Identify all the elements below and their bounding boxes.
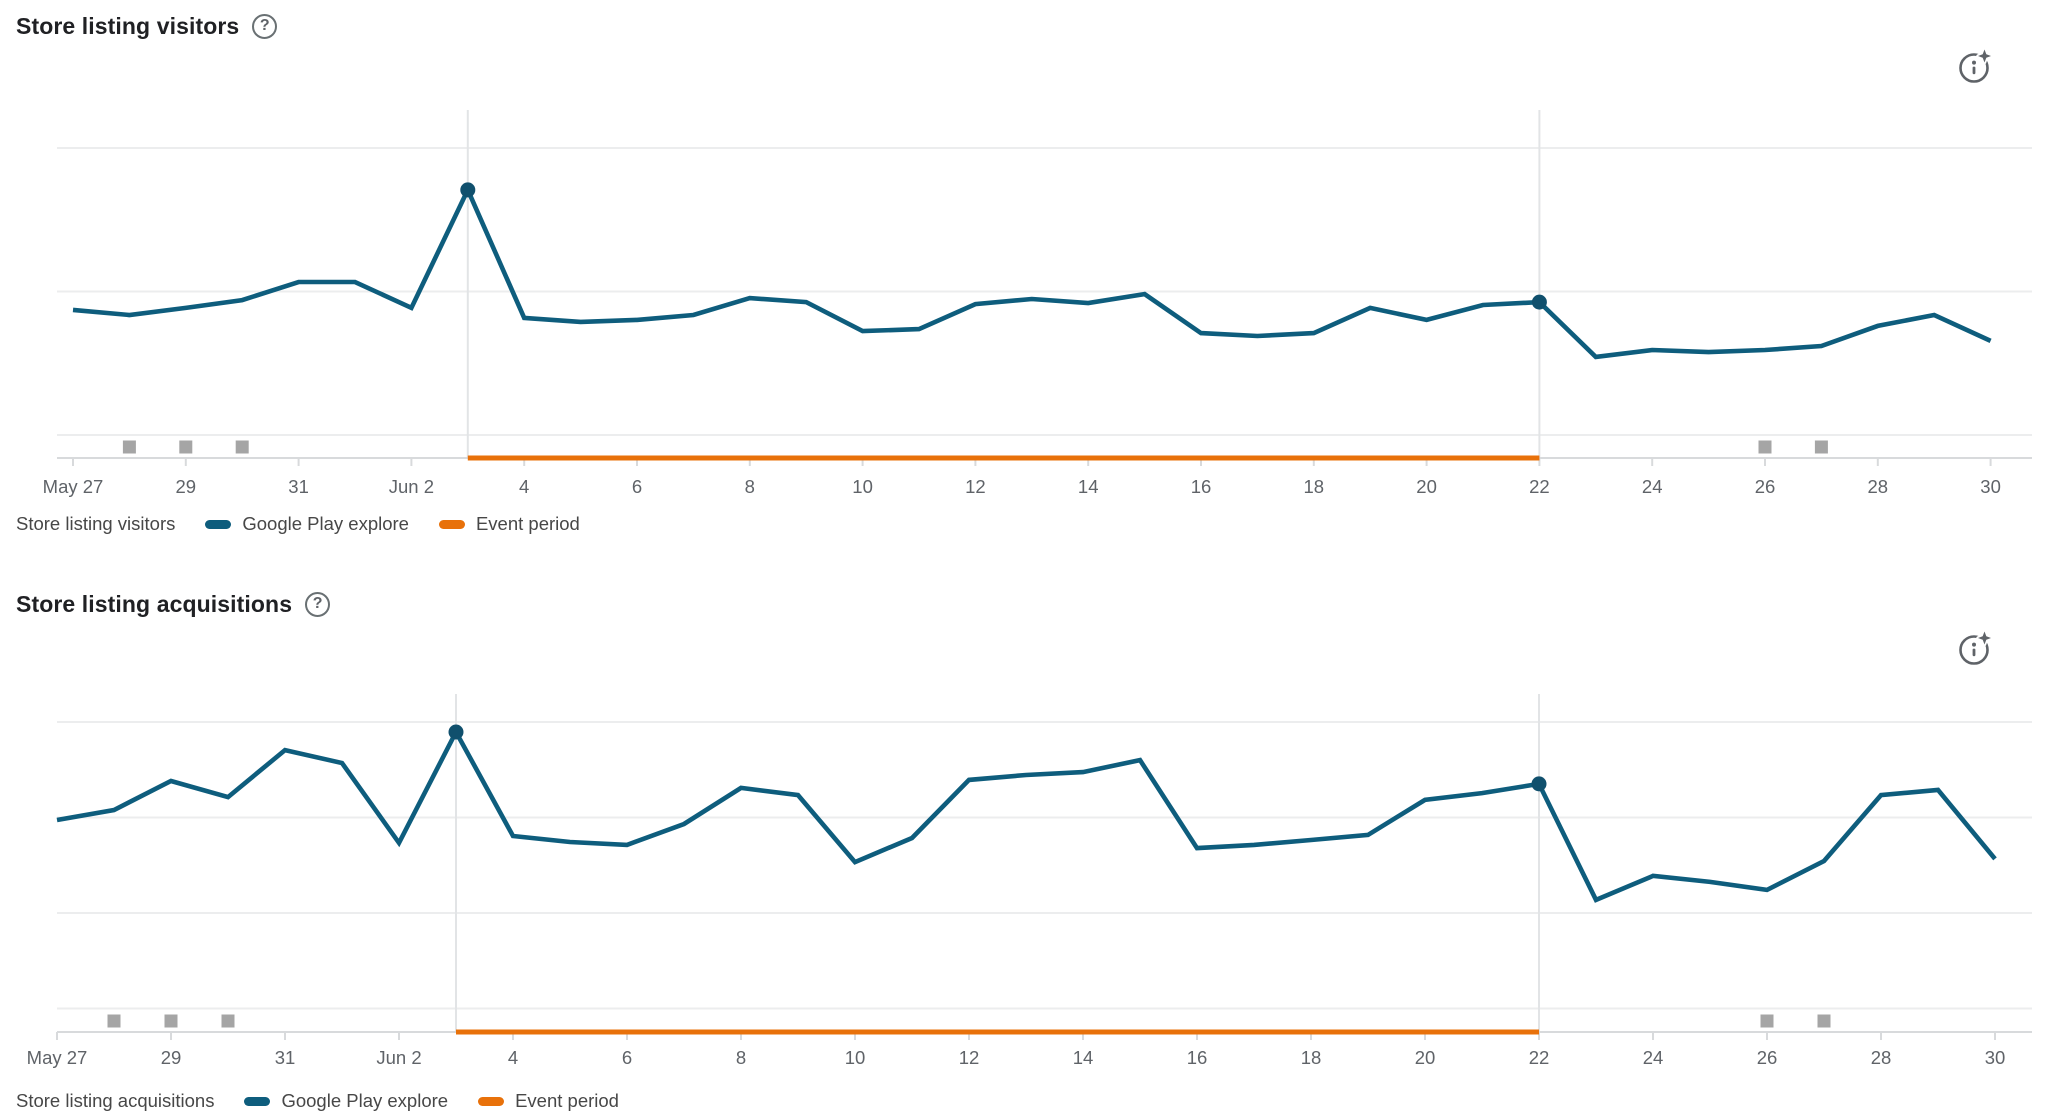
x-axis-tick-label: May 27 bbox=[43, 476, 104, 497]
x-axis-tick-label: 31 bbox=[288, 476, 309, 497]
visitors-chart-canvas[interactable]: May 27 29 31 Jun 2 4 6 8 10 12 14 16 18 20 22 24 26 28 30 bbox=[0, 100, 2048, 500]
x-axis-tick-label: 8 bbox=[736, 1047, 746, 1068]
insights-icon bbox=[1959, 629, 1993, 665]
legend-series-name: Store listing acquisitions bbox=[16, 1090, 215, 1111]
data-point-marker[interactable] bbox=[1531, 776, 1547, 792]
data-point-marker[interactable] bbox=[448, 724, 464, 740]
help-icon[interactable] bbox=[252, 13, 278, 39]
x-axis-tick-label: 18 bbox=[1301, 1047, 1322, 1068]
acquisitions-chart-title: Store listing acquisitions bbox=[16, 590, 293, 617]
annotation-square-marker[interactable] bbox=[1817, 1014, 1831, 1028]
legend-series-name: Store listing visitors bbox=[16, 513, 176, 534]
series-line bbox=[72, 184, 1992, 360]
x-axis-tick-label: 30 bbox=[1985, 1047, 2006, 1068]
x-axis-tick-label: 8 bbox=[745, 476, 755, 497]
legend-item-event-period: Event period bbox=[478, 1090, 619, 1112]
x-axis-tick-label: 10 bbox=[845, 1047, 866, 1068]
insights-icon-button[interactable] bbox=[1952, 626, 1998, 672]
x-axis-tick-label: 16 bbox=[1187, 1047, 1208, 1068]
annotation-square-marker[interactable] bbox=[1814, 440, 1828, 454]
help-icon[interactable] bbox=[305, 591, 331, 617]
x-axis-tick-label: 14 bbox=[1073, 1047, 1094, 1068]
x-axis-tick-label: 20 bbox=[1416, 476, 1437, 497]
event-period-swatch-icon bbox=[478, 1096, 505, 1106]
legend-item-google-play-explore: Google Play explore bbox=[205, 513, 409, 535]
x-axis-tick-label: 31 bbox=[275, 1047, 296, 1068]
x-axis-tick-label: May 27 bbox=[27, 1047, 88, 1068]
annotation-square-marker[interactable] bbox=[107, 1014, 121, 1028]
x-axis-tick-label: 10 bbox=[852, 476, 873, 497]
annotation-square-marker[interactable] bbox=[1760, 1014, 1774, 1028]
x-axis-tick-label: 26 bbox=[1755, 476, 1776, 497]
x-axis-tick-label: 4 bbox=[508, 1047, 518, 1068]
event-period-swatch-icon bbox=[438, 519, 465, 529]
x-axis-tick-label: 16 bbox=[1191, 476, 1212, 497]
annotation-square-marker[interactable] bbox=[221, 1014, 235, 1028]
x-axis-tick-label: 18 bbox=[1304, 476, 1325, 497]
sparkle-icon bbox=[1976, 629, 1993, 647]
annotation-square-marker[interactable] bbox=[164, 1014, 178, 1028]
series-swatch-icon bbox=[205, 519, 232, 529]
legend-item-event-period: Event period bbox=[438, 513, 580, 535]
x-axis-tick-label: 20 bbox=[1415, 1047, 1436, 1068]
x-axis-tick-label: 26 bbox=[1757, 1047, 1778, 1068]
annotation-square-marker[interactable] bbox=[179, 440, 193, 454]
x-axis-tick-label: 24 bbox=[1643, 1047, 1664, 1068]
visitors-chart-legend: Store listing visitors Google Play explo… bbox=[16, 513, 580, 535]
acquisitions-chart-canvas[interactable]: May 27 29 31 Jun 2 4 6 8 10 12 14 16 18 20 22 24 26 28 30 bbox=[0, 688, 2048, 1088]
visitors-title-row: Store listing visitors bbox=[16, 10, 278, 42]
x-axis-tick-label: 12 bbox=[965, 476, 986, 497]
insights-icon bbox=[1959, 47, 1993, 83]
x-axis-tick-label: 22 bbox=[1529, 1047, 1550, 1068]
x-axis-tick-label: 30 bbox=[1980, 476, 2001, 497]
annotation-square-marker[interactable] bbox=[235, 440, 249, 454]
annotation-square-marker[interactable] bbox=[122, 440, 136, 454]
x-axis-tick-label: 4 bbox=[519, 476, 529, 497]
acquisitions-title-row: Store listing acquisitions bbox=[16, 588, 331, 620]
x-axis-tick-label: Jun 2 bbox=[376, 1047, 421, 1068]
x-axis-tick-label: Jun 2 bbox=[389, 476, 434, 497]
x-axis-tick-label: 29 bbox=[176, 476, 197, 497]
visitors-chart-title: Store listing visitors bbox=[16, 12, 240, 39]
x-axis-tick-label: 12 bbox=[959, 1047, 980, 1068]
x-axis-tick-label: 29 bbox=[161, 1047, 182, 1068]
x-axis-tick-label: 28 bbox=[1868, 476, 1889, 497]
x-axis-tick-label: 6 bbox=[632, 476, 642, 497]
x-axis-tick-label: 22 bbox=[1529, 476, 1550, 497]
x-axis-tick-label: 28 bbox=[1871, 1047, 1892, 1068]
sparkle-icon bbox=[1976, 47, 1993, 65]
x-axis-tick-label: 24 bbox=[1642, 476, 1663, 497]
insights-icon-button[interactable] bbox=[1952, 44, 1998, 90]
data-point-marker[interactable] bbox=[1531, 294, 1547, 310]
x-axis-tick-label: 14 bbox=[1078, 476, 1099, 497]
series-swatch-icon bbox=[244, 1096, 271, 1106]
data-point-marker[interactable] bbox=[460, 182, 476, 198]
annotation-square-marker[interactable] bbox=[1758, 440, 1772, 454]
x-axis-tick-label: 6 bbox=[622, 1047, 632, 1068]
acquisitions-chart-legend: Store listing acquisitions Google Play e… bbox=[16, 1090, 619, 1112]
legend-item-google-play-explore: Google Play explore bbox=[244, 1090, 448, 1112]
series-line bbox=[56, 727, 1997, 903]
